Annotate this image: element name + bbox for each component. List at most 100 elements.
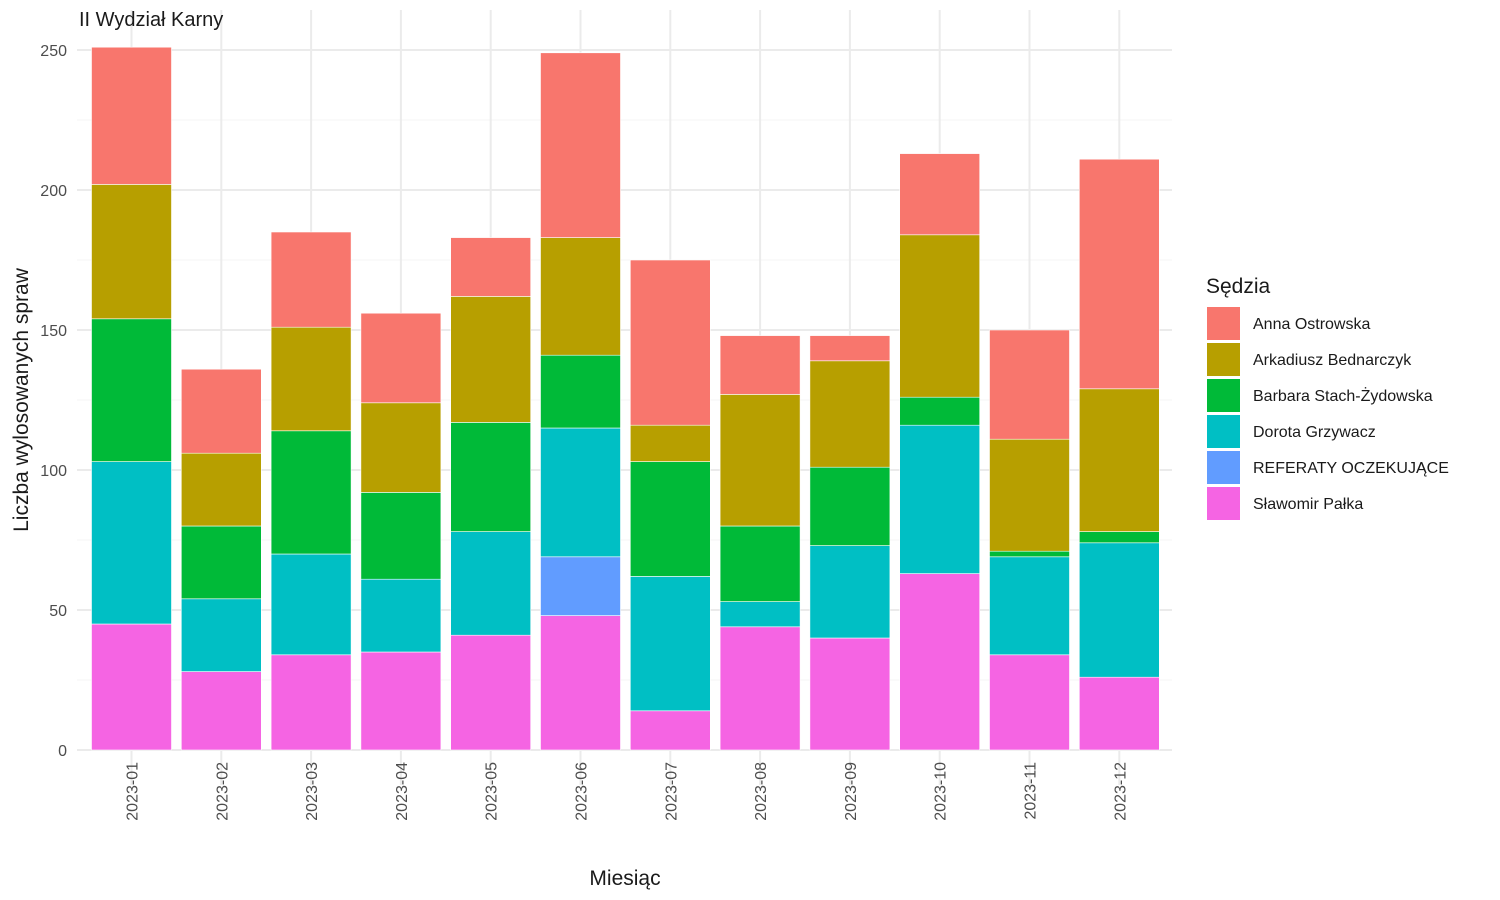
bar-segment: [899, 424, 981, 574]
y-tick-label: 50: [49, 603, 67, 620]
bar-segment: [181, 452, 262, 527]
bar-segment: [540, 615, 621, 751]
legend-label: Sławomir Pałka: [1253, 496, 1363, 513]
bar-segment: [989, 654, 1070, 751]
y-axis-title: Liczba wylosowanych spraw: [10, 267, 33, 532]
y-tick-label: 200: [40, 183, 67, 200]
bars: [91, 46, 1160, 751]
bar-segment: [91, 184, 172, 320]
y-axis-ticks: 0 50 100 150 200 250: [40, 43, 67, 760]
x-tick-label: 2023-06: [574, 762, 591, 821]
x-tick-label: 2023-09: [843, 762, 860, 821]
legend-swatch: [1207, 343, 1240, 376]
bar-segment: [270, 430, 352, 555]
bar-segment: [989, 438, 1070, 552]
bar-segment: [91, 318, 172, 462]
x-tick-label: 2023-11: [1023, 762, 1040, 820]
bar-segment: [450, 531, 532, 636]
x-axis-title: Miesiąc: [589, 867, 660, 890]
bar-segment: [719, 601, 801, 628]
legend-label: Barbara Stach-Żydowska: [1253, 386, 1433, 405]
legend-title: Sędzia: [1206, 275, 1271, 298]
bar-segment: [540, 237, 621, 356]
bar-segment: [91, 623, 172, 751]
bar-segment: [809, 360, 891, 468]
bar-segment: [1079, 158, 1160, 390]
bar-segment: [989, 556, 1070, 656]
x-tick-label: 2023-02: [214, 762, 231, 821]
legend-label: REFERATY OCZEKUJĄCE: [1253, 460, 1449, 477]
bar-segment: [719, 394, 801, 527]
x-tick-label: 2023-08: [753, 762, 770, 821]
bar-segment: [899, 234, 981, 398]
bar-segment: [360, 402, 442, 493]
bar-segment: [181, 525, 262, 600]
x-tick-label: 2023-03: [304, 762, 321, 821]
legend-items: Anna Ostrowska Arkadiusz Bednarczyk Barbar…: [1207, 307, 1449, 520]
bar-segment: [450, 634, 532, 751]
bar-segment: [989, 550, 1070, 558]
chart-title: II Wydział Karny: [79, 9, 223, 31]
bar-segment: [989, 329, 1070, 440]
legend-swatch: [1207, 451, 1240, 484]
bar-segment: [719, 335, 801, 395]
legend: Sędzia Anna Ostrowska Arkadiusz Bednarczy…: [1206, 275, 1449, 520]
bar-segment: [809, 637, 891, 751]
bar-segment: [270, 654, 352, 751]
y-tick-label: 150: [40, 323, 67, 340]
bar-segment: [91, 461, 172, 625]
bar-segment: [809, 335, 891, 362]
x-tick-label: 2023-07: [663, 762, 680, 821]
x-tick-label: 2023-05: [484, 762, 501, 821]
x-tick-label: 2023-10: [933, 762, 950, 821]
bar-segment: [1079, 676, 1160, 751]
x-axis-ticks: 2023-01 2023-02 2023-03 2023-04 2023-05 2023-…: [125, 762, 1130, 821]
bar-segment: [360, 651, 442, 751]
bar-segment: [1079, 531, 1160, 544]
bar-segment: [719, 525, 801, 602]
legend-label: Arkadiusz Bednarczyk: [1253, 352, 1412, 369]
legend-swatch: [1207, 379, 1240, 412]
bar-segment: [450, 237, 532, 297]
bar-segment: [540, 556, 621, 616]
bar-segment: [629, 710, 711, 751]
bar-segment: [360, 312, 442, 404]
bar-segment: [450, 422, 532, 532]
bar-segment: [540, 52, 621, 238]
bar-segment: [181, 368, 262, 454]
bar-segment: [181, 671, 262, 751]
bar-segment: [360, 578, 442, 653]
bar-segment: [899, 573, 981, 751]
legend-swatch: [1207, 415, 1240, 448]
bar-segment: [270, 326, 352, 432]
bar-segment: [629, 461, 711, 577]
bar-segment: [1079, 388, 1160, 532]
bar-segment: [809, 466, 891, 546]
bar-segment: [270, 231, 352, 328]
bar-segment: [181, 598, 262, 672]
legend-label: Dorota Grzywacz: [1253, 424, 1376, 441]
x-tick-label: 2023-12: [1112, 762, 1129, 821]
bar-segment: [629, 259, 711, 426]
bar-segment: [450, 296, 532, 423]
y-tick-label: 100: [40, 463, 67, 480]
legend-swatch: [1207, 487, 1240, 520]
bar-segment: [91, 46, 172, 185]
bar-segment: [540, 354, 621, 429]
bar-segment: [719, 626, 801, 751]
y-tick-label: 0: [58, 743, 67, 760]
bar-segment: [629, 576, 711, 712]
bar-segment: [540, 427, 621, 558]
x-tick-label: 2023-04: [394, 762, 411, 821]
bar-segment: [270, 553, 352, 656]
legend-swatch: [1207, 307, 1240, 340]
legend-label: Anna Ostrowska: [1253, 316, 1370, 333]
bar-segment: [360, 492, 442, 580]
bar-segment: [899, 396, 981, 426]
bar-segment: [899, 153, 981, 236]
y-tick-label: 250: [40, 43, 67, 60]
bar-segment: [629, 424, 711, 462]
x-tick-label: 2023-01: [125, 762, 142, 821]
